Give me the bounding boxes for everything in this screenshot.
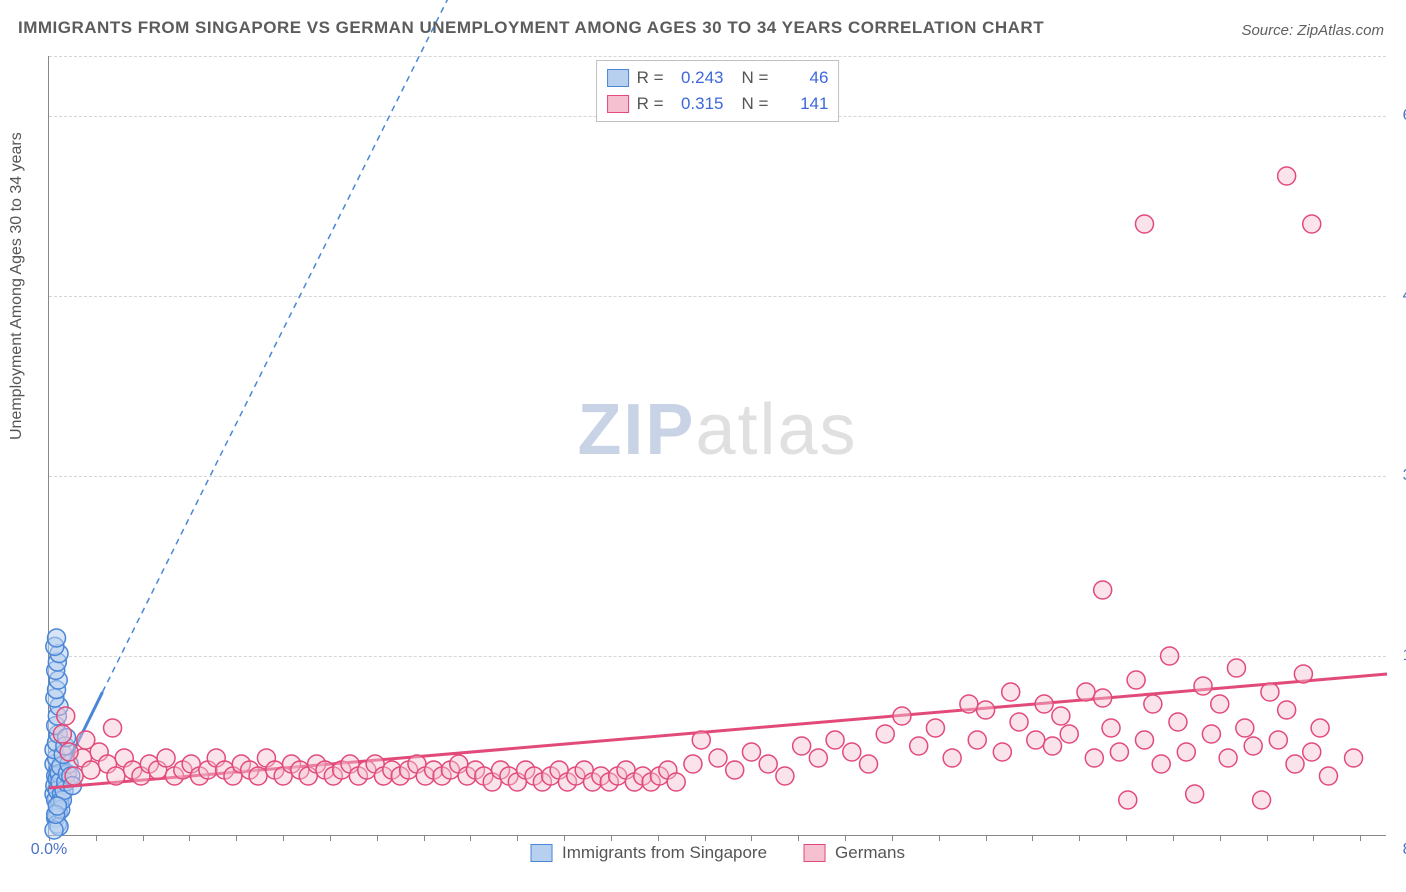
x-max-label: 80.0% bbox=[1403, 841, 1406, 859]
source-attribution: Source: ZipAtlas.com bbox=[1241, 22, 1384, 39]
x-origin-label: 0.0% bbox=[31, 841, 67, 859]
y-tick-label: 45.0% bbox=[1403, 287, 1406, 305]
stat-row: R =0.315N =141 bbox=[607, 91, 829, 117]
y-tick-label: 15.0% bbox=[1403, 647, 1406, 665]
stat-row: R =0.243N =46 bbox=[607, 65, 829, 91]
stat-legend: R =0.243N =46R =0.315N =141 bbox=[596, 60, 840, 122]
scatter-svg bbox=[49, 56, 1387, 836]
y-axis-label: Unemployment Among Ages 30 to 34 years bbox=[8, 132, 26, 440]
y-tick-label: 30.0% bbox=[1403, 467, 1406, 485]
y-tick-label: 60.0% bbox=[1403, 107, 1406, 125]
legend-item: Immigrants from Singapore bbox=[530, 843, 767, 863]
chart-title: IMMIGRANTS FROM SINGAPORE VS GERMAN UNEM… bbox=[18, 18, 1044, 38]
chart-plot-area: ZIPatlas 15.0%30.0%45.0%60.0% 0.0% 80.0%… bbox=[48, 56, 1386, 836]
legend-item: Germans bbox=[803, 843, 905, 863]
series-legend: Immigrants from Singapore Germans bbox=[530, 843, 905, 863]
